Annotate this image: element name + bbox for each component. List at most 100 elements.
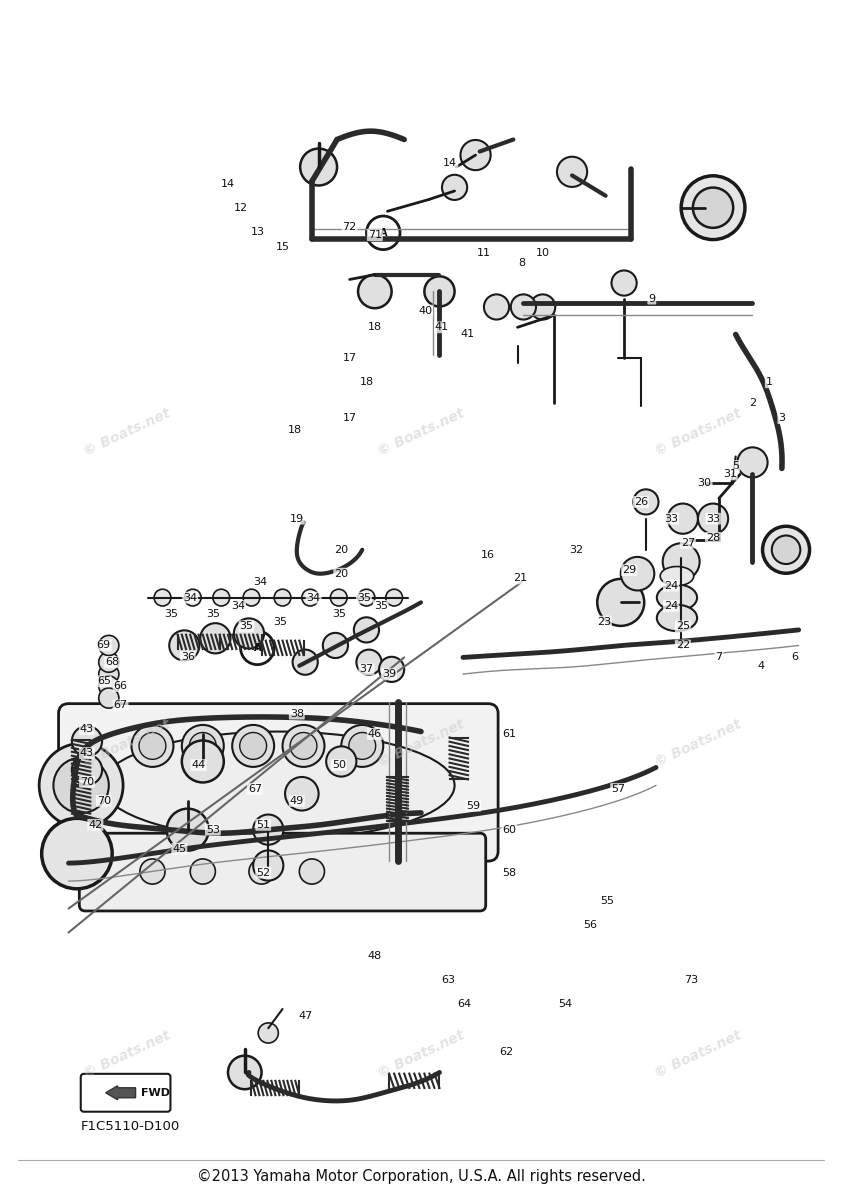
Text: 30: 30 <box>698 478 711 487</box>
Text: 52: 52 <box>256 868 270 877</box>
Circle shape <box>258 1022 279 1043</box>
Circle shape <box>285 776 318 810</box>
Text: 58: 58 <box>502 868 516 877</box>
Circle shape <box>253 851 284 881</box>
Text: 21: 21 <box>513 574 527 583</box>
Circle shape <box>693 187 733 228</box>
Circle shape <box>621 557 654 590</box>
Text: © Boats.net: © Boats.net <box>82 407 173 458</box>
Text: 14: 14 <box>221 179 235 188</box>
Text: 9: 9 <box>648 294 655 304</box>
Text: 63: 63 <box>441 976 455 985</box>
Text: 15: 15 <box>275 242 290 252</box>
Circle shape <box>341 725 383 767</box>
Text: 35: 35 <box>357 593 371 602</box>
Text: © Boats.net: © Boats.net <box>82 718 173 769</box>
Text: 35: 35 <box>239 622 253 631</box>
Circle shape <box>330 589 347 606</box>
Circle shape <box>99 676 119 696</box>
Text: 64: 64 <box>457 1000 472 1009</box>
Text: © Boats.net: © Boats.net <box>82 1028 173 1081</box>
Text: A: A <box>380 228 387 238</box>
Circle shape <box>326 746 356 776</box>
Circle shape <box>633 490 658 515</box>
Text: 70: 70 <box>97 796 111 806</box>
FancyBboxPatch shape <box>79 833 486 911</box>
Circle shape <box>322 632 348 658</box>
Circle shape <box>253 815 284 845</box>
Circle shape <box>200 623 231 653</box>
Text: 23: 23 <box>597 617 611 626</box>
Text: © Boats.net: © Boats.net <box>376 718 466 769</box>
Circle shape <box>557 157 587 187</box>
Circle shape <box>274 589 291 606</box>
Text: 4: 4 <box>757 661 765 671</box>
Text: © Boats.net: © Boats.net <box>653 407 743 458</box>
Text: 35: 35 <box>273 617 287 626</box>
Text: 16: 16 <box>481 550 495 559</box>
Text: 14: 14 <box>443 158 457 168</box>
Text: 70: 70 <box>80 776 94 787</box>
Circle shape <box>182 725 224 767</box>
Circle shape <box>358 589 375 606</box>
Text: 54: 54 <box>558 1000 573 1009</box>
Text: 37: 37 <box>360 665 374 674</box>
Text: FWD: FWD <box>141 1087 169 1098</box>
Text: 45: 45 <box>173 844 186 853</box>
Circle shape <box>484 294 509 319</box>
Text: 19: 19 <box>290 514 304 523</box>
Text: 61: 61 <box>502 728 516 739</box>
Text: 2: 2 <box>749 397 756 408</box>
Text: 40: 40 <box>418 306 432 316</box>
Text: 72: 72 <box>343 222 357 232</box>
Text: 35: 35 <box>374 601 387 611</box>
Text: 68: 68 <box>105 658 120 667</box>
Circle shape <box>72 755 102 785</box>
Text: 53: 53 <box>206 824 220 835</box>
Circle shape <box>40 744 123 827</box>
Circle shape <box>681 176 745 240</box>
Circle shape <box>249 859 274 884</box>
Text: 34: 34 <box>253 577 267 587</box>
Text: 41: 41 <box>435 323 449 332</box>
Text: 43: 43 <box>80 724 94 734</box>
Circle shape <box>763 527 809 574</box>
Circle shape <box>228 1056 262 1090</box>
Text: 73: 73 <box>685 976 698 985</box>
Text: 11: 11 <box>477 248 491 258</box>
Circle shape <box>356 649 381 674</box>
Text: 34: 34 <box>231 601 245 611</box>
Circle shape <box>169 630 200 660</box>
Circle shape <box>241 631 274 665</box>
Text: 6: 6 <box>791 653 798 662</box>
Text: 17: 17 <box>343 353 357 364</box>
Text: 59: 59 <box>466 800 480 811</box>
Circle shape <box>99 664 119 684</box>
Text: ©2013 Yamaha Motor Corporation, U.S.A. All rights reserved.: ©2013 Yamaha Motor Corporation, U.S.A. A… <box>196 1169 646 1184</box>
Text: 57: 57 <box>611 784 626 794</box>
Text: 38: 38 <box>290 709 304 719</box>
Circle shape <box>140 859 165 884</box>
Text: 67: 67 <box>248 784 262 794</box>
Circle shape <box>184 589 201 606</box>
Circle shape <box>283 725 324 767</box>
Text: F1C5110-D100: F1C5110-D100 <box>81 1120 180 1133</box>
Text: 18: 18 <box>288 425 302 436</box>
Text: 31: 31 <box>722 469 737 480</box>
Text: 7: 7 <box>716 653 722 662</box>
Circle shape <box>530 294 555 319</box>
Text: 18: 18 <box>368 323 382 332</box>
Circle shape <box>349 732 376 760</box>
Text: 71: 71 <box>368 230 382 240</box>
Circle shape <box>738 448 768 478</box>
Text: 17: 17 <box>343 413 357 424</box>
Text: 10: 10 <box>536 248 550 258</box>
Text: 33: 33 <box>706 514 720 523</box>
Ellipse shape <box>657 605 697 631</box>
Text: 1: 1 <box>765 377 773 388</box>
Circle shape <box>386 589 402 606</box>
Text: 28: 28 <box>706 533 720 542</box>
Circle shape <box>366 216 400 250</box>
Text: 32: 32 <box>569 545 584 554</box>
Circle shape <box>139 732 166 760</box>
